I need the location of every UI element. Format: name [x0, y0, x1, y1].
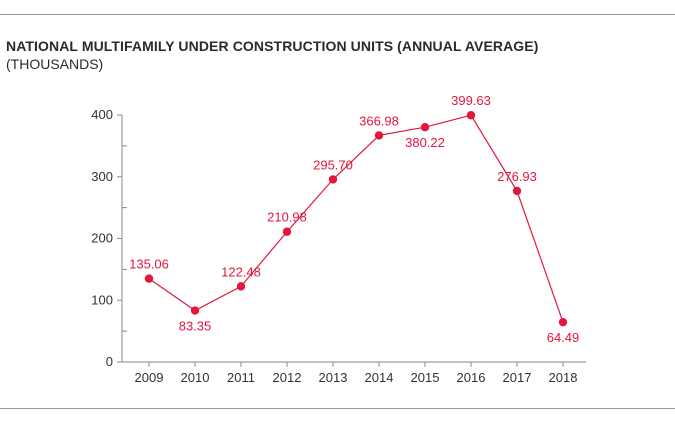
y-tick-label: 400 — [91, 107, 113, 122]
data-label: 276.93 — [497, 169, 537, 184]
y-tick-label: 200 — [91, 231, 113, 246]
chart-series — [144, 111, 568, 327]
data-label: 83.35 — [179, 319, 212, 334]
chart-title: NATIONAL MULTIFAMILY UNDER CONSTRUCTION … — [6, 38, 539, 54]
x-tick-label: 2012 — [273, 370, 302, 385]
chart-axes: 0 100 200 300 400 2009 2010 2011 2012 2013 2014 201… — [91, 107, 586, 385]
data-point — [190, 306, 200, 315]
x-tick-label: 2018 — [549, 370, 578, 385]
x-tick-label: 2015 — [411, 370, 440, 385]
x-tick-label: 2017 — [503, 370, 532, 385]
data-point — [144, 274, 154, 283]
data-point — [328, 175, 338, 184]
data-label: 210.98 — [267, 210, 307, 225]
chart-subtitle: (THOUSANDS) — [6, 56, 104, 72]
data-point — [466, 111, 476, 120]
x-tick-label: 2013 — [319, 370, 348, 385]
y-tick-label: 100 — [91, 292, 113, 307]
data-point — [558, 317, 568, 327]
data-label: 64.49 — [547, 330, 580, 345]
data-point — [374, 131, 384, 140]
data-point — [282, 227, 292, 236]
data-label: 135.06 — [129, 257, 169, 272]
data-point — [420, 123, 430, 132]
series-line — [148, 114, 564, 323]
data-point — [512, 186, 522, 196]
top-rule — [0, 14, 675, 15]
x-tick-label: 2014 — [365, 370, 394, 385]
x-tick-label: 2016 — [457, 370, 486, 385]
data-label: 295.70 — [313, 157, 353, 172]
y-tick-label: 300 — [91, 169, 113, 184]
data-label: 380.22 — [405, 135, 445, 150]
chart-data-labels: 135.06 83.35 122.48 210.98 295.70 366.98 380.2… — [129, 93, 579, 345]
x-tick-label: 2010 — [181, 370, 210, 385]
y-tick-label: 0 — [106, 354, 113, 369]
data-label: 399.63 — [451, 93, 491, 108]
data-label: 366.98 — [359, 113, 399, 128]
x-tick-label: 2009 — [135, 370, 164, 385]
bottom-rule — [0, 408, 675, 409]
data-label: 122.48 — [221, 264, 261, 279]
data-point — [236, 282, 246, 291]
x-tick-label: 2011 — [227, 370, 255, 385]
